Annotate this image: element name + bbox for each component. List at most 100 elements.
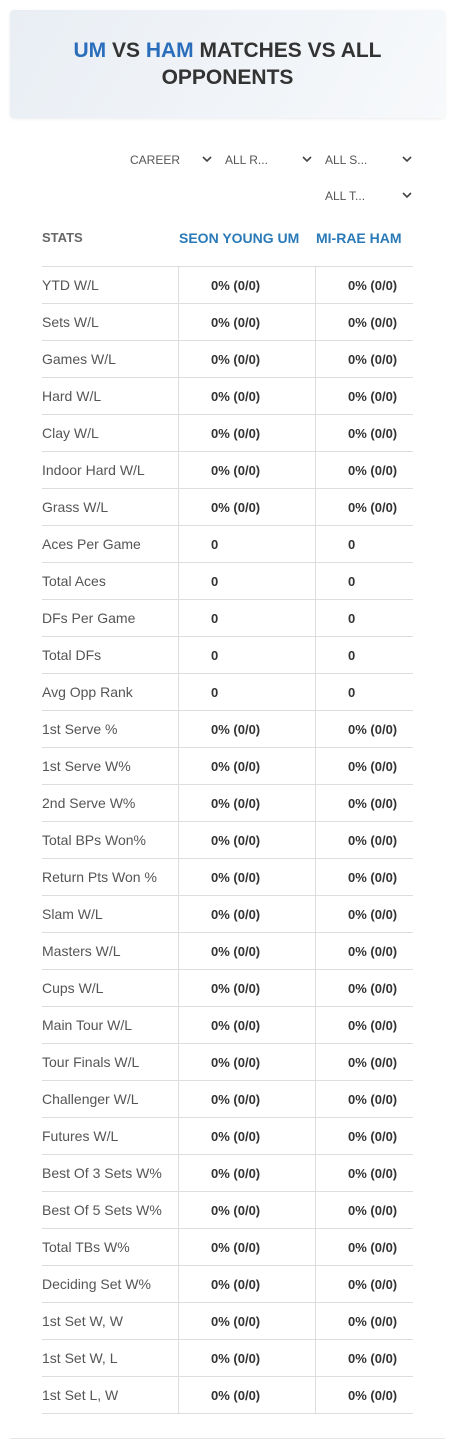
stat-label: Total TBs W%: [42, 1239, 130, 1255]
stat-label: Aces Per Game: [42, 536, 141, 552]
stat-label: Masters W/L: [42, 943, 121, 959]
stat-label: Hard W/L: [42, 388, 102, 404]
stat-value: 0% (0/0): [211, 1055, 261, 1070]
stat-label: Games W/L: [42, 351, 116, 367]
stat-label: YTD W/L: [42, 277, 99, 293]
filter-dropdown[interactable]: ALL S...: [325, 150, 412, 170]
row-divider: [42, 710, 413, 711]
chevron: [402, 156, 412, 163]
player2-short: HAM: [145, 39, 194, 62]
stat-value: 0% (0/0): [348, 352, 398, 367]
row-divider: [42, 895, 413, 896]
row-divider: [42, 451, 413, 452]
row-divider: [42, 1413, 413, 1414]
row-divider: [42, 414, 413, 415]
stat-label: Total DFs: [42, 647, 102, 663]
row-divider: [42, 1265, 413, 1266]
stat-value: 0% (0/0): [211, 796, 261, 811]
stat-value: 0% (0/0): [211, 722, 261, 737]
stat-value: 0: [348, 537, 356, 552]
stat-value: 0% (0/0): [348, 1240, 398, 1255]
stat-value: 0% (0/0): [211, 1240, 261, 1255]
stat-value: 0% (0/0): [211, 1166, 261, 1181]
row-divider: [42, 673, 413, 674]
column-header: SEON YOUNG UM: [179, 230, 300, 246]
stat-value: 0: [211, 574, 219, 589]
stat-value: 0% (0/0): [211, 1203, 261, 1218]
stat-value: 0% (0/0): [211, 1351, 261, 1366]
row-divider: [42, 636, 413, 637]
row-divider: [42, 340, 413, 341]
stat-value: 0: [348, 685, 356, 700]
stat-label: 1st Serve W%: [42, 758, 131, 774]
stat-value: 0% (0/0): [348, 426, 398, 441]
stat-value: 0% (0/0): [348, 1351, 398, 1366]
stat-value: 0: [211, 685, 219, 700]
stat-value: 0: [348, 574, 356, 589]
filter-label: CAREER: [130, 153, 181, 167]
filter-dropdown[interactable]: ALL R...: [225, 150, 312, 170]
stat-value: 0% (0/0): [211, 944, 261, 959]
row-divider: [42, 303, 413, 304]
stat-value: 0% (0/0): [348, 1055, 398, 1070]
row-divider: [42, 562, 413, 563]
row-divider: [42, 1228, 413, 1229]
stat-value: 0% (0/0): [211, 352, 261, 367]
title: UM VS HAM MATCHES VS ALL OPPONENTS: [50, 37, 405, 91]
stat-value: 0% (0/0): [348, 500, 398, 515]
stat-label: Cups W/L: [42, 980, 104, 996]
row-divider: [42, 1080, 413, 1081]
row-divider: [42, 1339, 413, 1340]
stat-value: 0% (0/0): [348, 315, 398, 330]
stat-value: 0% (0/0): [348, 796, 398, 811]
row-divider: [42, 1117, 413, 1118]
row-divider: [42, 858, 413, 859]
stat-label: 1st Set L, W: [42, 1387, 119, 1403]
player1-short: UM: [73, 39, 107, 62]
stat-label: Futures W/L: [42, 1128, 119, 1144]
stat-value: 0% (0/0): [211, 1092, 261, 1107]
stat-label: Sets W/L: [42, 314, 99, 330]
filter-label: ALL T...: [325, 189, 366, 203]
stat-value: 0: [348, 648, 356, 663]
stat-value: 0% (0/0): [348, 1277, 398, 1292]
stat-value: 0% (0/0): [348, 278, 398, 293]
stat-label: Slam W/L: [42, 906, 103, 922]
stat-value: 0: [211, 537, 219, 552]
stat-label: 1st Set W, L: [42, 1350, 118, 1366]
stat-label: 1st Serve %: [42, 721, 118, 737]
stat-value: 0% (0/0): [348, 722, 398, 737]
stat-label: 2nd Serve W%: [42, 795, 136, 811]
row-divider: [42, 1191, 413, 1192]
stat-label: Indoor Hard W/L: [42, 462, 145, 478]
stat-value: 0% (0/0): [348, 463, 398, 478]
stat-label: Deciding Set W%: [42, 1276, 151, 1292]
row-divider: [42, 969, 413, 970]
row-divider: [42, 1376, 413, 1377]
stat-value: 0% (0/0): [211, 426, 261, 441]
stat-label: Tour Finals W/L: [42, 1054, 140, 1070]
filter-dropdown[interactable]: CAREER: [130, 150, 212, 170]
chevron: [402, 192, 412, 199]
stat-value: 0% (0/0): [348, 1018, 398, 1033]
stat-value: 0: [211, 611, 219, 626]
stat-value: 0% (0/0): [211, 1018, 261, 1033]
filter-dropdown[interactable]: ALL T...: [325, 186, 412, 206]
footer-line: [10, 1438, 445, 1439]
column-divider: [178, 266, 179, 1413]
stat-label: Main Tour W/L: [42, 1017, 132, 1033]
row-divider: [42, 932, 413, 933]
stat-value: 0% (0/0): [348, 1203, 398, 1218]
header-card: UM VS HAM MATCHES VS ALL OPPONENTS: [10, 10, 445, 118]
filter-label: ALL R...: [225, 153, 268, 167]
row-divider: [42, 599, 413, 600]
stat-label: Clay W/L: [42, 425, 99, 441]
stat-value: 0% (0/0): [211, 759, 261, 774]
stat-value: 0% (0/0): [211, 500, 261, 515]
stat-label: Grass W/L: [42, 499, 109, 515]
stat-value: 0% (0/0): [211, 463, 261, 478]
stat-label: Avg Opp Rank: [42, 684, 133, 700]
row-divider: [42, 784, 413, 785]
stat-value: 0% (0/0): [211, 833, 261, 848]
